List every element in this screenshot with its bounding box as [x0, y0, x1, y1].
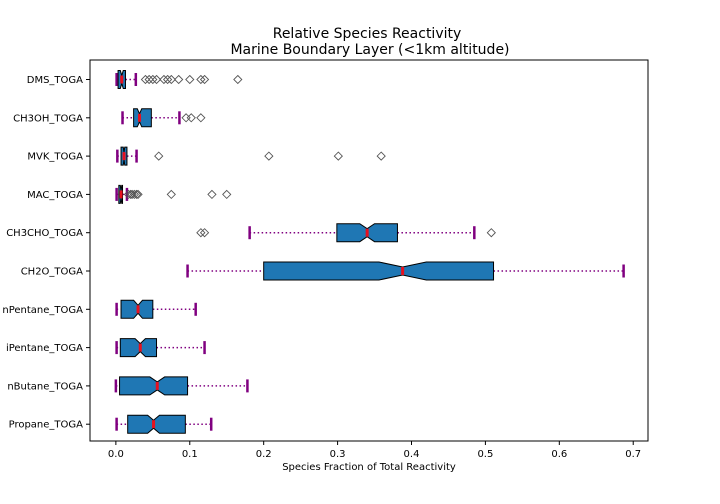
flier-point	[199, 228, 210, 238]
y-tick-label: MAC_TOGA	[27, 190, 83, 201]
y-tick-label: CH2O_TOGA	[21, 267, 83, 278]
box-body	[133, 108, 152, 128]
flier-point	[129, 189, 139, 200]
flier-point	[181, 113, 191, 123]
flier-point	[166, 74, 176, 85]
box-iPentane_TOGA	[115, 338, 206, 358]
x-axis: 0.0 0.1 0.2 0.3 0.4 0.5 0.6 0.7	[108, 441, 641, 460]
flier-point	[196, 74, 206, 85]
box-body	[127, 414, 186, 434]
box-CH3OH_TOGA	[121, 108, 206, 128]
y-tick-label: CH3CHO_TOGA	[6, 228, 83, 239]
flier-point	[174, 74, 184, 85]
flier-point	[486, 228, 496, 238]
y-tick-label: iPentane_TOGA	[6, 343, 83, 354]
flier-point	[140, 74, 151, 85]
y-tick-label: DMS_TOGA	[27, 75, 83, 86]
flier-point	[162, 74, 173, 85]
flier-point	[264, 151, 274, 161]
chart-title-line-2: Marine Boundary Layer (<1km altitude)	[230, 42, 509, 58]
box-body	[263, 261, 495, 281]
flier-point	[199, 74, 210, 85]
x-tick-label: 0.5	[477, 449, 493, 460]
plot-area-frame	[89, 59, 649, 442]
flier-point	[166, 189, 176, 200]
flier-point	[207, 189, 217, 200]
flier-point	[186, 113, 196, 123]
y-tick-label: nPentane_TOGA	[2, 305, 83, 316]
y-tick-label: Propane_TOGA	[9, 420, 84, 431]
flier-point	[185, 74, 195, 85]
x-tick-label: 0.2	[256, 449, 272, 460]
x-tick-label: 0.0	[108, 449, 124, 460]
box-MAC_TOGA	[115, 184, 232, 204]
box-body	[119, 338, 158, 358]
box-CH3CHO_TOGA	[196, 223, 496, 243]
box-DMS_TOGA	[115, 70, 243, 89]
flier-point	[148, 74, 158, 85]
flier-point	[131, 189, 142, 200]
x-tick-label: 0.6	[551, 449, 567, 460]
box-body	[119, 376, 189, 396]
chart-title-line-1: Relative Species Reactivity	[273, 26, 462, 42]
flier-point	[154, 151, 164, 161]
y-tick-label: CH3OH_TOGA	[13, 113, 83, 124]
box-CH2O_TOGA	[186, 261, 625, 281]
flier-point	[144, 74, 154, 85]
x-tick-label: 0.1	[182, 449, 198, 460]
x-tick-label: 0.4	[404, 449, 420, 460]
box-Propane_TOGA	[115, 414, 213, 434]
flier-point	[376, 151, 386, 161]
flier-point	[196, 228, 206, 238]
x-tick-label: 0.7	[625, 449, 641, 460]
flier-point	[222, 189, 232, 200]
boxes-group	[114, 70, 625, 434]
flier-point	[151, 74, 162, 85]
flier-point	[196, 113, 206, 123]
box-MVK_TOGA	[116, 146, 386, 166]
x-axis-label: Species Fraction of Total Reactivity	[282, 462, 456, 473]
box-nButane_TOGA	[114, 376, 249, 396]
flier-point	[333, 151, 343, 161]
box-nPentane_TOGA	[115, 299, 197, 319]
x-tick-label: 0.3	[330, 449, 346, 460]
y-axis: DMS_TOGA CH3OH_TOGA MVK_TOGA MAC_TOGA CH3CHO…	[2, 75, 90, 431]
flier-point	[233, 74, 243, 85]
flier-point	[159, 74, 169, 85]
flier-point	[133, 189, 143, 200]
y-tick-label: nButane_TOGA	[7, 381, 83, 392]
y-tick-label: MVK_TOGA	[27, 152, 83, 163]
